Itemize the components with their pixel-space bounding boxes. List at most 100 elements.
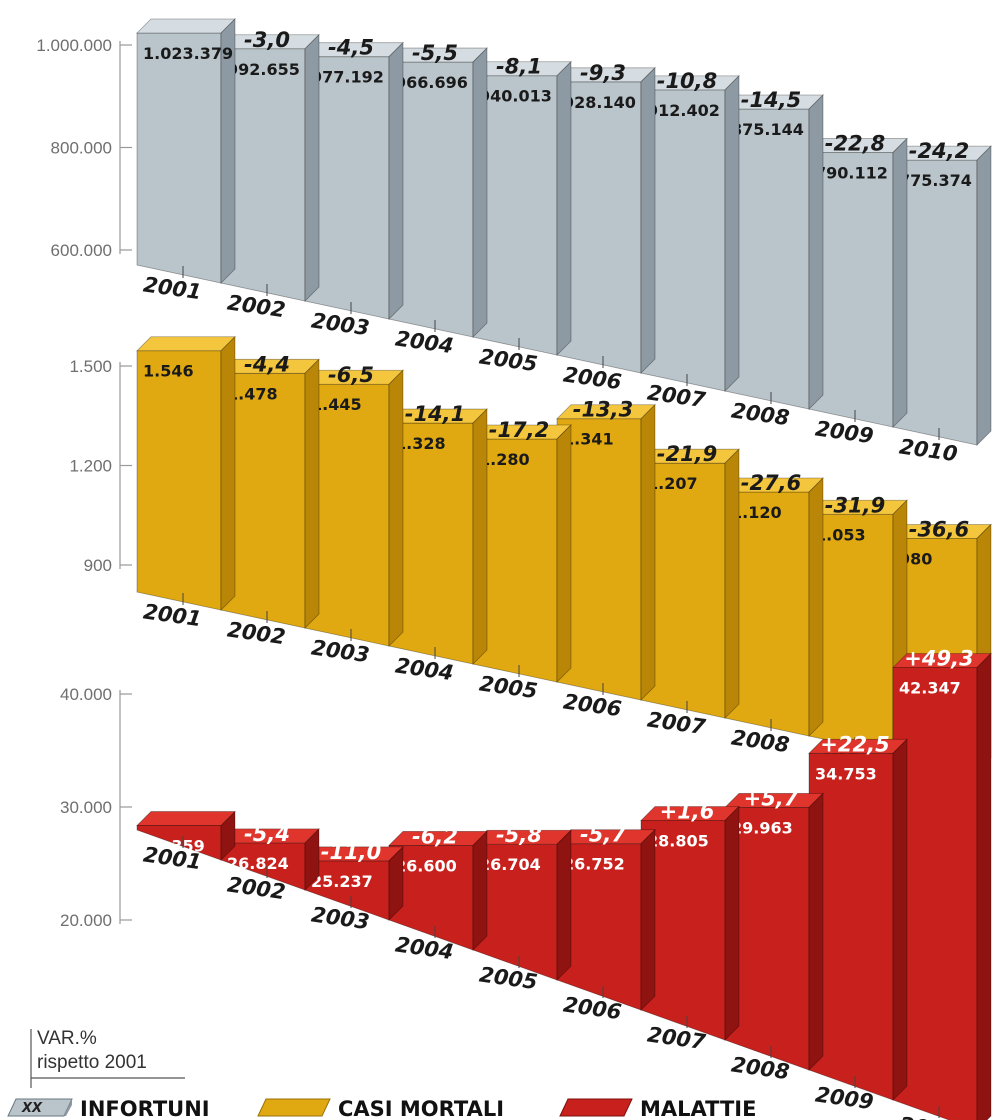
y-tick-label: 20.000 xyxy=(60,911,112,930)
y-tick-label: 1.000.000 xyxy=(36,36,112,55)
bar-side xyxy=(220,18,236,284)
pct-label: -22,8 xyxy=(825,132,886,156)
bar-side xyxy=(640,403,656,701)
bar-side xyxy=(220,335,236,611)
variation-note-line2: rispetto 2001 xyxy=(37,1052,147,1073)
legend-swatch-side-infortuni xyxy=(64,1099,72,1116)
value-label: 980 xyxy=(899,549,932,568)
chart-panels: 600.000 800.000 1.000.000 775.374 -24,2 2010 7… xyxy=(36,18,992,1120)
bar-2005 xyxy=(472,829,572,981)
value-label: 29.963 xyxy=(731,818,793,837)
bar-side xyxy=(388,41,404,320)
pct-label: +5,7 xyxy=(744,786,799,810)
y-tick-label: 1.500 xyxy=(69,357,112,376)
legend-swatch-malattie xyxy=(559,1098,633,1117)
bar-2001 xyxy=(136,18,236,284)
bar-2005 xyxy=(472,424,572,683)
legend-label-malattie: MALATTIE xyxy=(640,1097,756,1120)
pct-label: +1,6 xyxy=(660,800,715,824)
value-label: 26.704 xyxy=(479,855,541,874)
bar-side xyxy=(808,94,824,410)
value-label: 26.824 xyxy=(227,854,289,873)
x-tick-label: 2010 xyxy=(898,1112,959,1120)
bar-side xyxy=(388,845,404,921)
bar-2007 xyxy=(640,805,740,1041)
bar-2009 xyxy=(808,738,908,1101)
bar-side xyxy=(304,358,320,629)
bar-2009 xyxy=(808,137,908,428)
panel-infortuni: 600.000800.0001.000.000775.374-24,220107… xyxy=(36,18,992,466)
bar-side xyxy=(640,828,656,1011)
bar-side xyxy=(556,60,572,356)
pct-label: -5,4 xyxy=(244,822,290,846)
bar-side xyxy=(724,805,740,1041)
bar-side xyxy=(892,137,908,428)
pct-label: -5,8 xyxy=(496,823,542,847)
pct-label: +49,3 xyxy=(904,646,973,670)
value-label: 26.600 xyxy=(395,856,457,875)
pct-label: -14,5 xyxy=(741,88,802,112)
pct-label: -4,5 xyxy=(328,36,374,60)
bar-top xyxy=(136,336,236,352)
pct-label: -36,6 xyxy=(909,517,970,541)
y-tick-label: 900 xyxy=(84,556,112,575)
bar-2010 xyxy=(892,652,992,1120)
pct-label: -14,1 xyxy=(405,402,466,426)
bar-side xyxy=(976,145,992,446)
y-tick-label: 1.200 xyxy=(69,457,112,476)
bar-2008 xyxy=(724,477,824,737)
pct-label: -10,8 xyxy=(657,69,718,93)
pct-label: -31,9 xyxy=(825,493,886,517)
pct-label: -17,2 xyxy=(489,418,550,442)
value-label: 1.207 xyxy=(647,474,698,493)
bar-side xyxy=(388,369,404,647)
bar-side xyxy=(724,74,740,392)
pct-label: -8,1 xyxy=(496,55,542,79)
pct-label: -21,9 xyxy=(657,442,718,466)
bar-2002 xyxy=(220,33,320,302)
value-label: 977.192 xyxy=(311,68,384,87)
bar-2007 xyxy=(640,74,740,392)
bar-2002 xyxy=(220,827,320,891)
pct-label: -5,5 xyxy=(412,41,458,65)
value-label: 790.112 xyxy=(815,164,888,183)
bar-front xyxy=(136,350,222,611)
value-label: 1.023.379 xyxy=(143,44,233,63)
legend-chip-text: XX xyxy=(21,1101,43,1116)
bar-2008 xyxy=(724,792,824,1071)
bar-front xyxy=(136,32,222,284)
variation-note: VAR.% rispetto 2001 xyxy=(30,1028,185,1088)
value-label: 26.752 xyxy=(563,855,625,874)
value-label: 966.696 xyxy=(395,73,468,92)
bar-side xyxy=(640,66,656,374)
y-tick-label: 800.000 xyxy=(51,139,112,158)
pct-label: -24,2 xyxy=(909,139,970,163)
bar-2002 xyxy=(220,358,320,629)
pct-label: -3,0 xyxy=(244,28,290,52)
bar-side xyxy=(724,448,740,719)
value-label: 775.374 xyxy=(899,171,972,190)
value-label: 28.359 xyxy=(143,837,205,856)
bar-2010 xyxy=(892,145,992,446)
value-label: 1.546 xyxy=(143,362,194,381)
bar-side xyxy=(892,738,908,1101)
bar-side xyxy=(472,47,488,338)
bar-top xyxy=(136,811,236,826)
bar-2004 xyxy=(388,47,488,338)
bar-2003 xyxy=(304,41,404,320)
pct-label: -13,3 xyxy=(573,398,634,422)
value-label: 912.402 xyxy=(647,101,720,120)
bar-side xyxy=(304,33,320,302)
legend-swatch-casi-mortali xyxy=(257,1098,331,1117)
bar-2004 xyxy=(388,408,488,665)
bar-side xyxy=(220,810,236,861)
value-label: 992.655 xyxy=(227,60,300,79)
bar-side xyxy=(556,829,572,981)
bar-2004 xyxy=(388,830,488,951)
bar-side xyxy=(976,652,992,1120)
value-label: 42.347 xyxy=(899,678,961,697)
pct-label: +22,5 xyxy=(820,732,889,756)
pct-label: -27,6 xyxy=(741,471,802,495)
pct-label: -5,7 xyxy=(580,823,626,847)
value-label: 940.013 xyxy=(479,87,552,106)
